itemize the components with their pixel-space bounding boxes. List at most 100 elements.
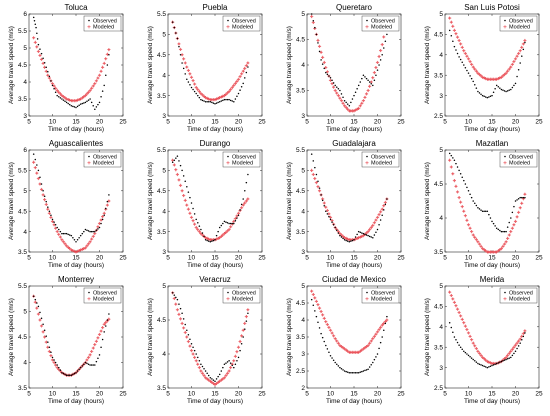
modeled-mark [245, 315, 248, 318]
modeled-mark [450, 165, 453, 169]
observed-point [61, 98, 63, 100]
modeled-mark [316, 39, 320, 42]
y-tick-label: 4 [439, 52, 443, 59]
observed-point [475, 87, 478, 89]
observed-point [229, 362, 232, 364]
observed-point [364, 76, 366, 78]
legend-observed-label: Observed [232, 18, 256, 24]
observed-point [510, 88, 512, 91]
legend-modeled-label: Modeled [232, 297, 253, 303]
modeled-mark [35, 45, 38, 49]
observed-point [383, 209, 385, 211]
x-tick-label: 15 [350, 391, 358, 398]
observed-point [328, 215, 330, 218]
modeled-point [86, 242, 91, 246]
observed-point [357, 230, 360, 233]
observed-point [214, 103, 216, 105]
modeled-mark [318, 306, 321, 310]
modeled-point [321, 313, 325, 317]
modeled-mark [243, 322, 246, 325]
modeled-point [238, 74, 242, 79]
observed-point [206, 372, 208, 375]
modeled-mark [365, 92, 368, 96]
modeled-mark [187, 340, 190, 343]
observed-series [310, 13, 388, 107]
observed-point [499, 229, 501, 232]
modeled-point [172, 163, 176, 167]
modeled-point [83, 246, 87, 250]
observed-point [207, 374, 210, 377]
x-tick-label: 25 [535, 119, 543, 126]
observed-point [467, 190, 470, 192]
observed-point [486, 96, 489, 99]
modeled-mark [465, 219, 469, 222]
y-tick-label: 6 [23, 147, 27, 154]
observed-point [320, 194, 322, 196]
modeled-point [241, 69, 245, 73]
modeled-mark [82, 363, 85, 366]
observed-point [42, 190, 44, 192]
modeled-point [243, 201, 247, 205]
modeled-mark [246, 61, 250, 65]
modeled-mark [62, 240, 65, 243]
observed-point [223, 363, 226, 365]
observed-point [516, 199, 518, 201]
observed-point [502, 360, 504, 362]
modeled-mark [498, 361, 501, 364]
modeled-point [470, 230, 474, 234]
modeled-mark [232, 359, 235, 362]
modeled-mark [202, 374, 206, 377]
modeled-point [482, 76, 486, 80]
modeled-point [182, 57, 186, 61]
y-tick-label: 3.5 [434, 344, 443, 351]
modeled-mark [329, 329, 332, 332]
observed-point [101, 338, 104, 341]
modeled-point [77, 249, 81, 253]
modeled-point [468, 334, 472, 338]
observed-point [76, 370, 79, 372]
modeled-point [471, 65, 475, 69]
modeled-point [80, 247, 84, 251]
observed-point [336, 363, 338, 365]
modeled-point [462, 209, 466, 213]
modeled-mark [509, 350, 512, 353]
observed-point [225, 362, 227, 364]
modeled-point [177, 42, 181, 46]
y-tick-label: 4 [23, 79, 27, 86]
modeled-point [504, 240, 508, 244]
modeled-mark [374, 218, 378, 222]
modeled-mark [352, 238, 356, 241]
x-axis-label: Time of day (hours) [464, 398, 520, 405]
observed-point [511, 86, 514, 89]
y-tick-label: 5 [23, 188, 27, 195]
modeled-point [75, 98, 80, 102]
modeled-point [515, 54, 519, 58]
observed-point [195, 92, 197, 95]
modeled-mark [38, 54, 42, 57]
modeled-mark [495, 78, 498, 81]
modeled-point [197, 230, 201, 234]
observed-point [70, 234, 73, 237]
modeled-point [504, 355, 508, 359]
y-tick-label: 4.5 [434, 32, 443, 39]
y-tick-label: 5 [23, 45, 27, 52]
observed-point [207, 240, 210, 242]
modeled-point [207, 97, 211, 101]
modeled-mark [231, 86, 234, 89]
observed-point [331, 79, 333, 82]
modeled-mark [522, 42, 525, 46]
legend-observed-marker [88, 19, 90, 22]
subplot-title: Toluca [64, 3, 88, 12]
modeled-mark [191, 219, 195, 222]
modeled-mark [202, 235, 206, 238]
modeled-mark [103, 62, 106, 65]
modeled-mark [326, 323, 329, 326]
modeled-point [338, 96, 342, 100]
observed-point [239, 89, 241, 91]
modeled-mark [370, 226, 373, 229]
observed-point [483, 95, 485, 98]
observed-point [463, 350, 465, 353]
observed-point [100, 346, 102, 348]
